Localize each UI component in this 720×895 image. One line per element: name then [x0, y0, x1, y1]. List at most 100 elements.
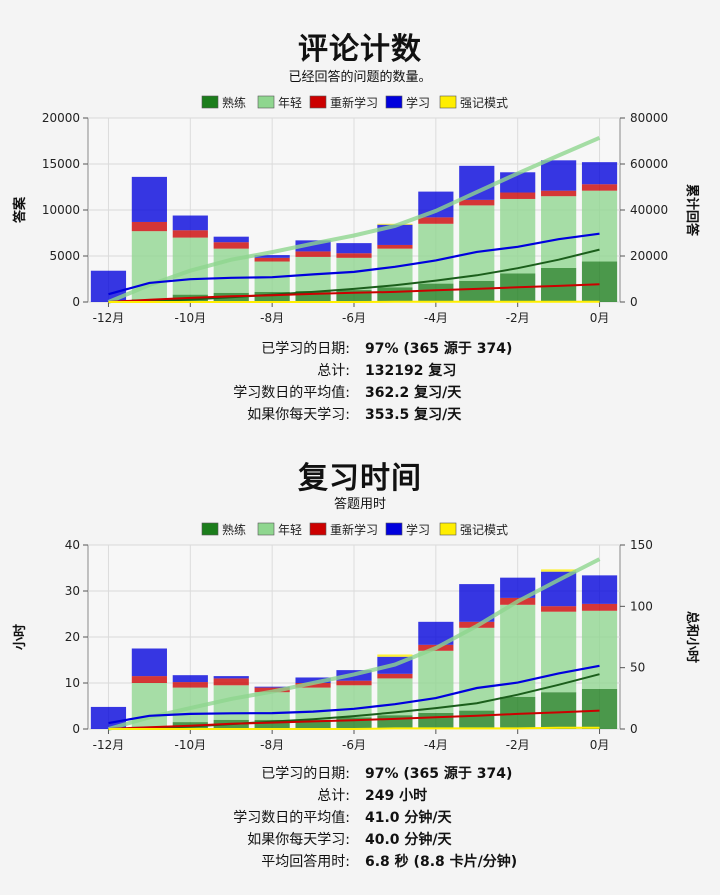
stat-label: 已学习的日期:: [261, 341, 350, 357]
stat-row: 如果你每天学习: 353.5 复习/天: [0, 404, 720, 426]
stat-value: 97% (365 源于 374): [365, 341, 513, 357]
stat-row: 如果你每天学习: 40.0 分钟/天: [0, 829, 720, 851]
bar-segment: [131, 176, 167, 222]
cumulative-line: [108, 283, 600, 303]
bar-segment: [254, 719, 290, 729]
stat-label: 学习数日的平均值:: [233, 385, 350, 401]
stat-label: 学习数日的平均值:: [233, 810, 350, 826]
bar-segment: [581, 575, 618, 604]
x-tick-label: -4月: [424, 738, 448, 752]
x-tick-label: -10月: [175, 311, 207, 325]
cumulative-line: [108, 248, 600, 303]
legend-label: 重新学习: [330, 522, 378, 537]
legend-swatch: [201, 522, 219, 536]
y2-tick-label: 40000: [630, 203, 668, 217]
bar-segment: [213, 248, 249, 293]
y2-axis-label: 累计回答: [684, 184, 700, 237]
bar-segment: [500, 198, 536, 274]
bar-segment: [377, 654, 413, 657]
legend-swatch: [385, 95, 403, 109]
x-tick-label: -6月: [342, 311, 366, 325]
y-axis-label: 答案: [12, 196, 28, 223]
y-tick-label: 0: [72, 295, 80, 309]
bar-segment: [459, 710, 495, 729]
stat-row: 已学习的日期: 97% (365 源于 374): [0, 763, 720, 785]
bar-segment: [459, 199, 495, 206]
legend-swatch: [309, 522, 327, 536]
y-tick-label: 5000: [49, 249, 80, 263]
bar-segment: [581, 190, 618, 262]
chart-subtitle: 已经回答的问题的数量。: [288, 70, 432, 85]
y-tick-label: 15000: [42, 157, 80, 171]
bar-segment: [254, 686, 290, 688]
y-tick-label: 10000: [42, 203, 80, 217]
bar-segment: [459, 205, 495, 281]
legend-swatch: [439, 95, 457, 109]
x-tick-label: 0月: [590, 311, 610, 325]
bar-segment: [418, 223, 454, 284]
x-tick-label: -12月: [93, 311, 125, 325]
bar-segment: [581, 184, 618, 191]
legend-swatch: [257, 95, 275, 109]
bar-segment: [500, 192, 536, 199]
bar-segment: [541, 692, 577, 729]
bar-segment: [295, 251, 331, 257]
bar-segment: [581, 688, 618, 729]
bar-segment: [172, 675, 208, 683]
y2-tick-label: 50: [630, 661, 645, 675]
bar-segment: [541, 571, 577, 607]
stat-value: 132192 复习: [365, 363, 457, 379]
stat-label: 如果你每天学习:: [247, 832, 350, 848]
stat-label: 总计:: [317, 788, 350, 804]
bar-segment: [377, 673, 413, 679]
y-tick-label: 10: [65, 676, 80, 690]
stat-row: 学习数日的平均值: 41.0 分钟/天: [0, 807, 720, 829]
bar-segment: [336, 680, 372, 686]
bar-segment: [377, 287, 413, 302]
cumulative-line: [108, 709, 600, 730]
x-tick-label: -8月: [260, 738, 284, 752]
bar-segment: [581, 610, 618, 689]
bar-segment: [336, 257, 372, 291]
stat-value: 40.0 分钟/天: [365, 832, 452, 848]
bar-segment: [336, 253, 372, 258]
legend-swatch: [309, 95, 327, 109]
cumulative-line: [108, 232, 600, 296]
bar-segment: [541, 160, 577, 191]
bar-segment: [213, 236, 249, 243]
stat-label: 已学习的日期:: [261, 766, 350, 782]
chart-title: 复习时间: [298, 461, 422, 496]
bar-segment: [336, 685, 372, 718]
cumulative-line: [108, 726, 600, 730]
bar-segment: [541, 606, 577, 612]
bar-segment: [90, 706, 127, 729]
stat-row: 总计: 132192 复习: [0, 360, 720, 382]
bar-segment: [254, 257, 290, 262]
legend-swatch: [385, 522, 403, 536]
bar-segment: [541, 611, 577, 693]
bar-segment: [541, 569, 577, 572]
bar-segment: [295, 683, 331, 688]
legend-swatch: [439, 522, 457, 536]
bar-segment: [295, 719, 331, 729]
bar-segment: [172, 215, 208, 231]
bar-segment: [418, 283, 454, 302]
review-count-chart: 熟练 年轻 重新学习 学习 强记模式 0 5000 10000 15000 20000 0 20000…: [12, 95, 700, 325]
legend: 熟练 年轻 重新学习 学习 强记模式: [201, 95, 508, 110]
y-tick-label: 20: [65, 630, 80, 644]
x-tick-label: -6月: [342, 738, 366, 752]
y-axis-label: 小时: [12, 624, 28, 650]
bar-segment: [459, 584, 495, 622]
y-tick-label: 30: [65, 584, 80, 598]
stat-row: 学习数日的平均值: 362.2 复习/天: [0, 382, 720, 404]
legend-label: 年轻: [278, 523, 302, 537]
stat-value: 97% (365 源于 374): [365, 766, 513, 782]
bar-segment: [581, 162, 618, 185]
bar-segment: [336, 243, 372, 254]
y2-tick-label: 150: [630, 538, 653, 552]
y2-tick-label: 0: [630, 295, 638, 309]
y-tick-label: 0: [72, 722, 80, 736]
legend-swatch: [201, 95, 219, 109]
stat-row: 总计: 249 小时: [0, 785, 720, 807]
bar-segment: [336, 290, 372, 302]
